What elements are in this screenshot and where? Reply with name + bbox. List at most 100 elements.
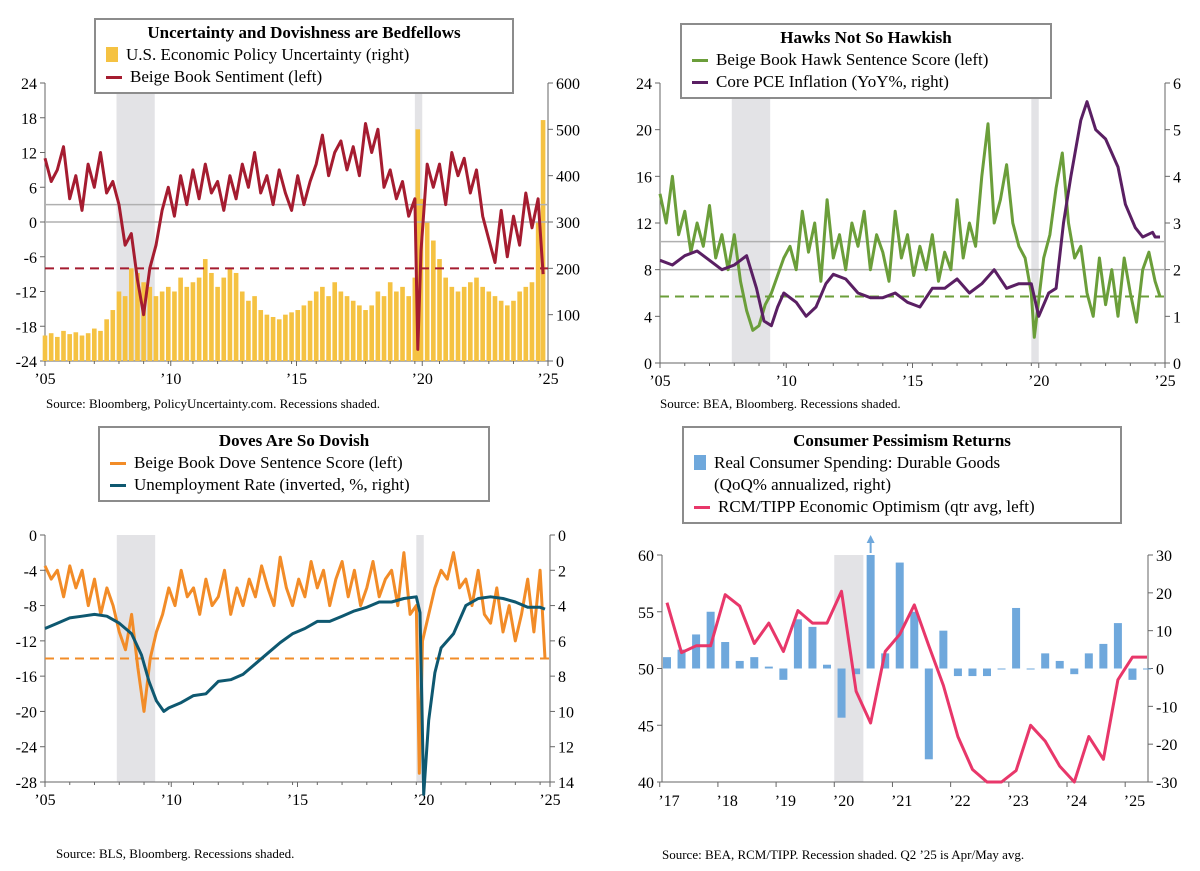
durables-bar xyxy=(924,668,933,760)
legend-item-optimism: RCM/TIPP Economic Optimism (qtr avg, lef… xyxy=(694,496,1110,518)
y-left-tick-label: -24 xyxy=(16,354,37,371)
y-right-tick-label: 400 xyxy=(556,169,580,186)
durables-bar xyxy=(706,611,715,669)
x-tick-label: ’25 xyxy=(539,792,560,809)
p1-bar xyxy=(258,310,264,361)
p2-line-right xyxy=(659,100,1160,328)
y-left-tick-label: -12 xyxy=(16,634,37,651)
y-right-tick-label: 5 xyxy=(1173,123,1181,140)
p1-bar xyxy=(295,310,301,361)
source-note: Source: BEA, RCM/TIPP. Recession shaded.… xyxy=(662,847,1025,862)
legend-label-hawk: Beige Book Hawk Sentence Score (left) xyxy=(716,50,989,69)
p1-bar xyxy=(412,277,418,361)
durables-bar xyxy=(852,668,861,675)
p1-bar xyxy=(363,310,368,361)
y-right-tick-label: 6 xyxy=(558,634,566,651)
chart-title: Hawks Not So Hawkish xyxy=(780,28,952,47)
p1-bar xyxy=(332,282,338,361)
durables-bar xyxy=(1128,668,1137,680)
legend-doves: Doves Are So Dovish Beige Book Dove Sent… xyxy=(98,426,490,502)
durables-bar xyxy=(1084,653,1093,669)
legend-label-durables-2: (QoQ% annualized, right) xyxy=(714,475,892,494)
p1-bar xyxy=(215,286,220,361)
y-right-tick-label: 3 xyxy=(1173,216,1181,233)
y-right-tick-label: 0 xyxy=(1173,356,1181,373)
legend-swatch-sentiment xyxy=(106,76,122,79)
y-left-tick-label: 0 xyxy=(29,215,37,232)
p1-bar xyxy=(61,330,66,361)
durables-bar xyxy=(1113,623,1122,669)
x-tick-label: ’19 xyxy=(775,793,796,810)
p1-bar xyxy=(486,291,492,361)
p1-bar xyxy=(128,268,134,361)
durables-bar xyxy=(764,666,773,669)
y-right-tick-label: 300 xyxy=(556,215,580,232)
y-left-tick-label: 0 xyxy=(29,528,37,545)
y-left-tick-label: 40 xyxy=(638,775,654,792)
y-right-tick-label: 12 xyxy=(558,740,574,757)
durables-bar xyxy=(1041,653,1050,669)
y-left-tick-label: 55 xyxy=(638,605,654,622)
p1-bar xyxy=(523,286,529,361)
y-left-tick-label: 6 xyxy=(29,180,37,197)
p1-bar xyxy=(492,296,498,361)
chart-doves-svg: 0 -4 -8 -12 -16 -20 -24 -28 0 2 4 6 8 10 12 14 ’05 ’10 ’15… xyxy=(16,528,574,809)
y-left-tick-label: -18 xyxy=(16,319,37,336)
legend-label-unemp: Unemployment Rate (inverted, %, right) xyxy=(134,475,410,494)
durables-bar xyxy=(692,634,701,669)
p1-bar xyxy=(338,291,344,361)
durables-bar xyxy=(750,657,759,669)
x-tick-label: ’25 xyxy=(537,371,558,388)
legend-swatch-durables xyxy=(694,455,706,470)
legend-item-epu: U.S. Economic Policy Uncertainty (right) xyxy=(106,44,502,66)
chart-consumer-svg: 60 55 50 45 40 30 20 10 0 -10 -20 -30 ’17 ’18 ’19 ’20 ’2… xyxy=(638,535,1177,810)
x-tick-label: ’10 xyxy=(160,371,181,388)
p1-bar xyxy=(116,291,122,361)
p1-bar xyxy=(283,314,288,361)
durables-bar xyxy=(663,657,671,669)
durables-bar xyxy=(1143,668,1151,670)
p1-bar xyxy=(172,291,177,361)
p1-bar xyxy=(320,286,325,361)
y-left-tick-label: 0 xyxy=(644,356,652,373)
legend-item-durables: Real Consumer Spending: Durable Goods xyxy=(694,452,1110,474)
durables-bar xyxy=(866,555,875,669)
y-right-tick-label: 600 xyxy=(556,76,580,93)
legend-label-dove: Beige Book Dove Sentence Score (left) xyxy=(134,453,403,472)
x-tick-label: ’15 xyxy=(287,792,308,809)
p1-bar xyxy=(424,222,430,361)
p1-bar xyxy=(313,291,319,361)
y-left-tick-label: 18 xyxy=(21,111,37,128)
p1-bar xyxy=(42,335,48,361)
p2-line-left xyxy=(658,122,1162,339)
p1-bar xyxy=(67,334,72,361)
durables-bar xyxy=(837,668,846,718)
p1-bar xyxy=(437,259,442,361)
legend-swatch-pce xyxy=(692,81,708,84)
legend-label-pce: Core PCE Inflation (YoY%, right) xyxy=(716,72,949,91)
x-tick-label: ’10 xyxy=(776,373,797,390)
y-right-tick-label: 500 xyxy=(556,122,580,139)
durables-bar xyxy=(1070,668,1079,675)
x-tick-label: ’10 xyxy=(161,792,182,809)
p1-bar xyxy=(135,272,140,361)
y-left-tick-label: -8 xyxy=(24,599,37,616)
y-right-tick-label: -30 xyxy=(1156,775,1177,792)
chart-panel-consumer: 60 55 50 45 40 30 20 10 0 -10 -20 -30 ’17 ’18 ’19 ’20 ’2… xyxy=(600,426,1200,870)
y-right-tick-label: 6 xyxy=(1173,76,1181,93)
source-note: Source: BEA, Bloomberg. Recessions shade… xyxy=(660,396,901,411)
x-tick-label: ’05 xyxy=(34,371,55,388)
p1-bar xyxy=(264,314,270,361)
durables-bar xyxy=(997,668,1006,670)
chart-title: Uncertainty and Dovishness are Bedfellow… xyxy=(147,23,461,42)
legend-label-durables: Real Consumer Spending: Durable Goods xyxy=(714,453,1001,472)
y-right-tick-label: 20 xyxy=(1156,586,1172,603)
chart-panel-uncertainty: 24 18 12 6 0 -6 -12 -18 -24 600 500 400 300 200 100 0 ’0… xyxy=(0,0,600,435)
durables-bar xyxy=(939,630,948,669)
source-note: Source: BLS, Bloomberg. Recessions shade… xyxy=(56,846,295,861)
y-left-tick-label: 12 xyxy=(21,146,37,163)
p1-bar xyxy=(375,291,381,361)
y-left-tick-label: 45 xyxy=(638,718,654,735)
p1-bar xyxy=(498,300,504,361)
y-left-tick-label: 16 xyxy=(636,169,652,186)
